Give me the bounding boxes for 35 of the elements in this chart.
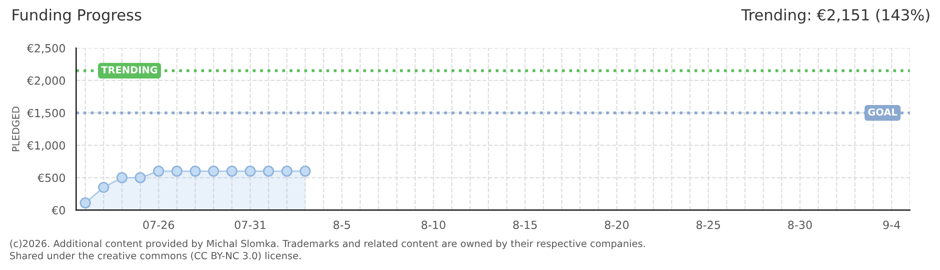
y-tick-label: €500 [37, 174, 65, 182]
point [171, 166, 182, 177]
point [98, 182, 110, 193]
y-axis-title: PLEDGED [12, 106, 20, 152]
point [80, 197, 91, 208]
point [244, 166, 256, 177]
x-tick-label: 07-26 [143, 220, 174, 230]
y-tick-label: €2,500 [26, 44, 65, 54]
ref-line-label: TRENDING [101, 66, 158, 74]
point [262, 166, 274, 177]
x-tick-label: 8-10 [422, 220, 446, 230]
x-tick-label: 9-4 [883, 220, 900, 230]
point [281, 166, 292, 177]
x-tick-label: 8-15 [513, 220, 537, 230]
y-tick-label: €1,500 [26, 108, 65, 118]
point [116, 172, 128, 184]
x-tick-label: 07-31 [234, 220, 266, 230]
point [190, 166, 201, 177]
ref-line-label: GOAL [868, 108, 898, 116]
x-tick-label: 8-25 [696, 220, 720, 230]
x-tick-label: 8-20 [604, 220, 629, 230]
chart-title: Funding Progress [12, 8, 142, 24]
text: (c)2026. Additional content provided by Michal Slomka. Trademarks and related content are owned by their respective companies. [10, 240, 645, 250]
point [300, 166, 311, 177]
text: Shared under the creative commons (CC BY-NC 3.0) license. [10, 252, 301, 260]
point [226, 166, 238, 177]
point [208, 166, 220, 177]
point [153, 166, 164, 177]
x-tick-label: 8-30 [788, 220, 812, 230]
chart-subtitle: Trending: €2,151 (143%) [741, 8, 930, 24]
point [134, 172, 146, 184]
y-tick-label: €1,000 [26, 141, 65, 151]
x-tick-label: 8-5 [334, 220, 350, 230]
y-tick-label: €2,000 [26, 76, 65, 86]
y-tick-label: €0 [52, 206, 65, 214]
